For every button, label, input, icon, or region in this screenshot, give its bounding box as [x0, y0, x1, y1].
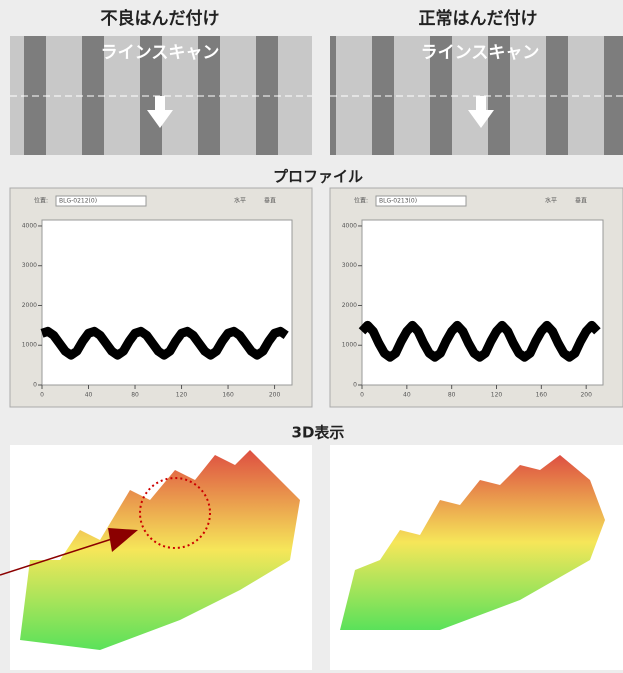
heading: プロファイル: [273, 168, 363, 186]
option: 水平: [234, 197, 246, 205]
y-tick-label: 1000: [342, 342, 357, 349]
x-tick-label: 80: [131, 392, 139, 399]
xray-title: 正常はんだ付け: [419, 8, 538, 29]
arrow: [468, 96, 494, 128]
x-tick-label: 160: [222, 392, 234, 399]
y-tick-label: 4000: [22, 222, 37, 229]
y-tick-label: 2000: [22, 302, 37, 309]
plot-area: [41, 219, 293, 386]
field-label: 位置:: [354, 197, 368, 205]
x-tick-label: 40: [85, 392, 93, 399]
x-tick-label: 160: [536, 392, 548, 399]
x-tick-label: 200: [580, 392, 592, 399]
y-tick-label: 0: [33, 382, 37, 389]
y-tick-label: 2000: [342, 302, 357, 309]
option: 垂直: [575, 197, 587, 205]
y-tick-label: 4000: [342, 222, 357, 229]
x-tick-label: 120: [491, 392, 503, 399]
y-tick-label: 3000: [22, 262, 37, 269]
y-tick-label: 0: [353, 382, 357, 389]
x-tick-label: 40: [403, 392, 411, 399]
field: [55, 195, 147, 207]
xray-title: 不良はんだ付け: [101, 8, 220, 29]
plot-3d: [0, 445, 623, 670]
x-tick-label: 120: [176, 392, 188, 399]
option: 垂直: [264, 197, 276, 205]
overlay: ラインスキャン: [421, 43, 540, 63]
x-tick-label: 0: [360, 392, 364, 399]
field: [375, 195, 467, 207]
x-tick-label: 0: [40, 392, 44, 399]
field-label: 位置:: [34, 197, 48, 205]
arrow: [147, 96, 173, 128]
heading: 3D表示: [292, 424, 345, 442]
profile-line: [40, 326, 289, 360]
field-value: BLG-0212(0): [59, 198, 97, 205]
profile-line: [358, 320, 601, 362]
option: 水平: [545, 197, 557, 205]
overlay: ラインスキャン: [101, 43, 220, 63]
x-tick-label: 80: [448, 392, 456, 399]
y-tick-label: 3000: [342, 262, 357, 269]
x-tick-label: 200: [269, 392, 281, 399]
y-tick-label: 1000: [22, 342, 37, 349]
field-value: BLG-0213(0): [379, 198, 417, 205]
